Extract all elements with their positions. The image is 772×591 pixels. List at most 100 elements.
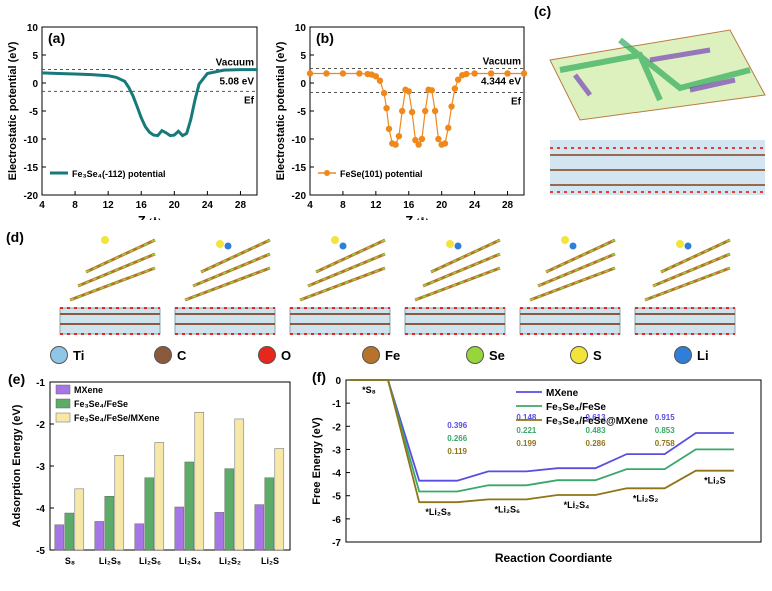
x-tick-label: 20 <box>169 200 181 211</box>
state-label: *Li₂S₈ <box>425 507 451 517</box>
fese-chain <box>315 238 386 274</box>
structure-d-frame <box>174 238 276 335</box>
oxygen-layer <box>520 307 620 335</box>
y-tick-label: -7 <box>332 538 341 549</box>
y-axis-label: Free Energy (eV) <box>311 417 323 505</box>
x-axis-label: Z(Å) <box>405 213 428 220</box>
y-tick-label: 5 <box>32 51 38 62</box>
bar <box>104 495 115 551</box>
x-tick-label: 8 <box>340 200 346 211</box>
x-tick-label: 28 <box>235 200 247 211</box>
bar <box>234 418 245 551</box>
bar <box>274 448 285 551</box>
y-tick-label: -3 <box>332 445 341 456</box>
energy-barrier-label: 0.613 <box>586 413 607 422</box>
panel-label: (e) <box>8 371 25 387</box>
free-energy-path <box>350 379 734 504</box>
mxene-slab <box>519 307 621 335</box>
legend-text: Fe₃Se₄/FeSe/MXene <box>74 413 159 423</box>
atom-symbol: C <box>177 347 187 363</box>
energy-barrier-label: 0.853 <box>655 426 676 435</box>
state-label: *Li₂S₂ <box>633 493 659 503</box>
free-energy-path <box>350 379 734 482</box>
x-tick-label: 28 <box>502 200 514 211</box>
y-tick-label: 10 <box>295 23 307 34</box>
atom-swatch <box>570 346 588 364</box>
fermi-label: Ef <box>511 97 522 108</box>
panel-e: -5 -4 -3 -2 -1 S₈ Li₂S₈ Li₂S₆ Li₂S₄ Li₂S₂ Li₂S (e) M… <box>0 366 300 586</box>
potential-line <box>310 72 524 146</box>
legend-text: Fe₃Se₄(-112) potential <box>72 169 165 179</box>
energy-barrier-label: 0.483 <box>586 426 607 435</box>
selenium-chain <box>422 253 501 287</box>
selenium-chain <box>414 267 501 301</box>
atom-symbol: O <box>281 347 292 363</box>
y-axis-label: Electrostatic potential (eV) <box>275 41 287 180</box>
x-tick-label: S₈ <box>65 556 75 566</box>
y-tick-label: -15 <box>24 163 39 174</box>
y-tick-label: -2 <box>36 420 45 431</box>
panel-b: 10 5 0 -5 -10 -15 -20 4 8 12 16 20 24 28 (b) Vacuum 4.34… <box>262 0 528 228</box>
atom-swatch <box>50 346 68 364</box>
bar <box>224 468 235 551</box>
bar <box>254 504 265 551</box>
selenium-chain <box>529 267 616 301</box>
legend-text: MXene <box>546 388 579 399</box>
selenium-chain <box>652 253 731 287</box>
y-tick-label: -5 <box>29 107 38 118</box>
selenium-chain <box>644 267 731 301</box>
state-label: *Li₂S <box>704 476 726 486</box>
bar <box>194 411 205 551</box>
legend-text: MXene <box>74 385 103 395</box>
bar <box>174 506 185 551</box>
bar <box>154 442 165 551</box>
energy-barrier-label: 0.148 <box>516 413 537 422</box>
mxene-slab <box>634 307 736 335</box>
x-tick-label: 20 <box>436 200 448 211</box>
x-tick-label: Li₂S₄ <box>179 556 201 566</box>
x-axis-label: Reaction Coordiante <box>495 551 613 565</box>
oxygen-layer <box>60 307 160 335</box>
atom-legend-item: S <box>570 346 602 364</box>
bar <box>214 512 225 551</box>
x-axis-unit: (Å) <box>416 217 429 220</box>
atom-symbol: Se <box>489 347 505 363</box>
bar <box>114 454 125 551</box>
y-tick-label: 0 <box>335 376 341 387</box>
legend-text: Fe₃Se₄/FeSe <box>74 399 128 409</box>
bar <box>54 524 65 551</box>
legend-swatch <box>55 412 71 423</box>
x-axis-label: Z(Å) <box>138 213 161 220</box>
potential-line <box>41 68 257 138</box>
plot-frame <box>345 379 762 543</box>
y-tick-label: -4 <box>36 504 45 515</box>
y-tick-label: 10 <box>27 23 39 34</box>
atom-legend-item: Se <box>466 346 505 364</box>
free-energy-path <box>350 379 734 493</box>
fese-chain <box>660 238 731 274</box>
y-tick-label: -10 <box>24 135 39 146</box>
sulfur-atom <box>676 240 684 248</box>
sulfur-atom <box>101 236 109 244</box>
legend-text: Fe₃Se₄/FeSe@MXene <box>546 416 648 427</box>
y-tick-label: -3 <box>36 462 45 473</box>
carbon-layer <box>290 313 390 325</box>
fese-chain <box>200 238 271 274</box>
atom-symbol: Ti <box>73 347 85 363</box>
y-tick-label: 0 <box>300 79 306 90</box>
y-tick-label: -15 <box>292 163 307 174</box>
x-tick-label: Li₂S₈ <box>99 556 121 566</box>
x-tick-label: Li₂S₆ <box>139 556 161 566</box>
oxygen-layer <box>635 307 735 335</box>
carbon-layer <box>60 313 160 325</box>
structure-d-frame <box>634 238 736 335</box>
oxygen-layer <box>405 307 505 335</box>
x-tick-label: 24 <box>202 200 214 211</box>
y-tick-label: -6 <box>332 515 341 526</box>
panel-label: (f) <box>312 369 326 385</box>
energy-barrier-label: 0.119 <box>447 447 467 456</box>
energy-barrier-label: 0.396 <box>447 421 468 430</box>
y-tick-label: -20 <box>24 191 39 202</box>
vacuum-label: Vacuum <box>216 58 254 69</box>
sulfur-atom <box>446 240 454 248</box>
